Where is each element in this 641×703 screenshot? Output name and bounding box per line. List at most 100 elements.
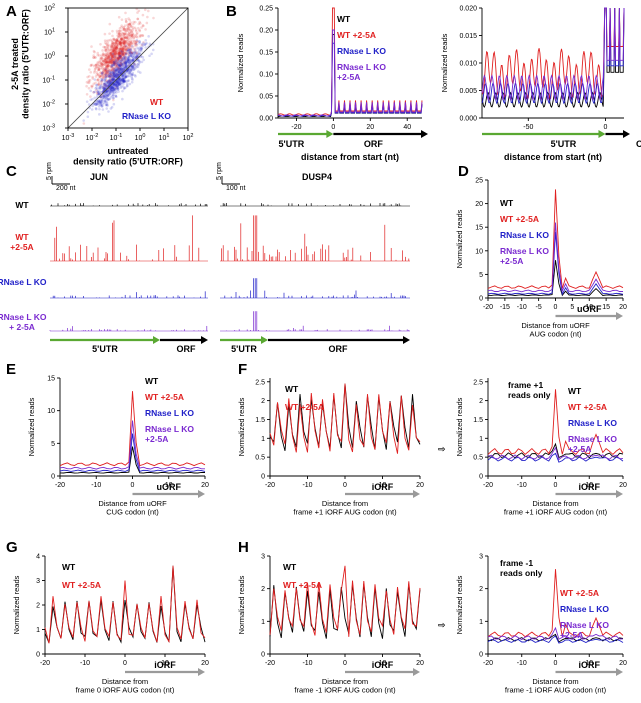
scatter-point — [104, 53, 107, 56]
scatter-point — [111, 55, 115, 58]
scatter-point — [142, 24, 145, 28]
scatter-point — [95, 78, 99, 82]
scatter-point — [99, 76, 102, 79]
x-axis-label: Distance from frame -1 iORF AUG codon (nt… — [505, 677, 607, 695]
scatter-point — [107, 62, 110, 66]
scatter-point — [109, 48, 112, 52]
x-axis-label: Distance from frame +1 iORF AUG codon (nt… — [293, 499, 397, 517]
scatter-point — [111, 52, 115, 56]
x-tick-label: 15 — [602, 304, 610, 311]
scatter-point — [106, 72, 110, 75]
legend-entry: RNase L KO +2-5A — [337, 62, 386, 82]
scatter-point — [105, 63, 108, 67]
scatter-point — [118, 50, 121, 54]
scatter-point — [98, 107, 101, 111]
y-tick-label: 3 — [36, 578, 40, 585]
scatter-point — [124, 40, 127, 44]
scatter-point — [115, 29, 119, 33]
scatter-point — [127, 27, 131, 30]
scatter-point — [91, 77, 95, 80]
scatter-point — [119, 60, 122, 64]
scatter-point — [117, 41, 121, 45]
scatter-point — [109, 78, 113, 82]
scatter-point — [113, 67, 116, 70]
scatter-point — [98, 75, 102, 78]
scatter-point — [95, 73, 99, 76]
scatter-point — [97, 66, 101, 70]
scatter-point — [111, 61, 114, 65]
scatter-point — [128, 51, 131, 55]
scatter-point — [124, 36, 127, 40]
scatter-point — [112, 63, 116, 66]
scatter-point — [123, 32, 127, 36]
scatter-point — [152, 16, 155, 20]
scatter-point — [99, 66, 103, 70]
scatter-point — [92, 64, 96, 68]
scatter-point — [103, 82, 107, 86]
scatter-point — [109, 58, 112, 62]
y-tick-label: 10-2 — [42, 100, 55, 109]
orf-label: ORF — [636, 139, 641, 149]
scatter-point — [112, 74, 116, 78]
x-axis-label: Distance from frame 0 iORF AUG codon (nt) — [76, 677, 175, 695]
scatter-point — [147, 35, 150, 38]
legend-entry: WT +2-5A — [62, 580, 101, 590]
x-tick-label: -20 — [265, 482, 275, 489]
scatter-point — [109, 64, 113, 68]
y-tick-label: 1 — [479, 619, 483, 626]
scatter-point — [118, 55, 121, 58]
y-tick-label: 0.5 — [473, 455, 483, 462]
scatter-point — [102, 67, 106, 71]
scatter-point — [86, 110, 90, 114]
scatter-point — [118, 56, 122, 60]
x-axis-label: Distance from frame -1 iORF AUG codon (nt… — [294, 677, 396, 695]
scatter-point — [102, 87, 106, 91]
scatter-point — [99, 57, 103, 61]
scatter-point — [111, 49, 115, 53]
scatter-point — [100, 62, 103, 65]
scatter-point — [104, 72, 107, 76]
x-tick-label: 102 — [183, 133, 194, 142]
scatter-point — [116, 60, 120, 63]
scatter-point — [131, 32, 135, 36]
scatter-point — [113, 47, 117, 51]
scatter-point — [120, 58, 123, 62]
scatter-point — [94, 107, 98, 111]
scatter-point — [134, 44, 137, 48]
scatter-point — [113, 73, 117, 77]
scatter-point — [109, 61, 113, 64]
scatter-point — [103, 39, 107, 42]
scatter-point — [107, 87, 111, 91]
scatter-point — [112, 52, 116, 56]
scatter-point — [107, 54, 111, 57]
scatter-point — [114, 62, 117, 65]
scatter-point — [112, 69, 116, 72]
scatter-point — [121, 49, 125, 52]
scatter-point — [113, 52, 117, 55]
scatter-point — [113, 47, 117, 50]
legend-entry: WT — [150, 97, 164, 107]
scatter-point — [98, 61, 101, 64]
scatter-point — [91, 84, 94, 88]
chart-B1: -20 0 20 40 0.00 0.05 0.10 0.15 0.20 0.25 Normaliz… — [236, 6, 428, 162]
legend-entry: RNase L KO +2-5A — [500, 246, 549, 266]
scatter-point — [103, 63, 107, 66]
scatter-point — [143, 43, 147, 46]
x-tick-label: 20 — [366, 124, 374, 131]
scale-x-label: 200 nt — [56, 185, 76, 192]
scatter-point — [111, 34, 114, 38]
scatter-point — [128, 28, 132, 32]
scatter-point — [135, 31, 139, 35]
x-tick-label: -10 — [517, 482, 527, 489]
scatter-point — [112, 59, 116, 62]
scatter-point — [120, 34, 124, 38]
scatter-point — [109, 52, 113, 56]
x-tick-label: -10 — [302, 660, 312, 667]
scatter-point — [107, 74, 110, 77]
scatter-point — [118, 52, 121, 55]
scatter-point — [107, 72, 111, 75]
scatter-point — [114, 45, 118, 49]
scatter-point — [123, 51, 126, 54]
y-tick-label: 0.000 — [459, 116, 477, 123]
